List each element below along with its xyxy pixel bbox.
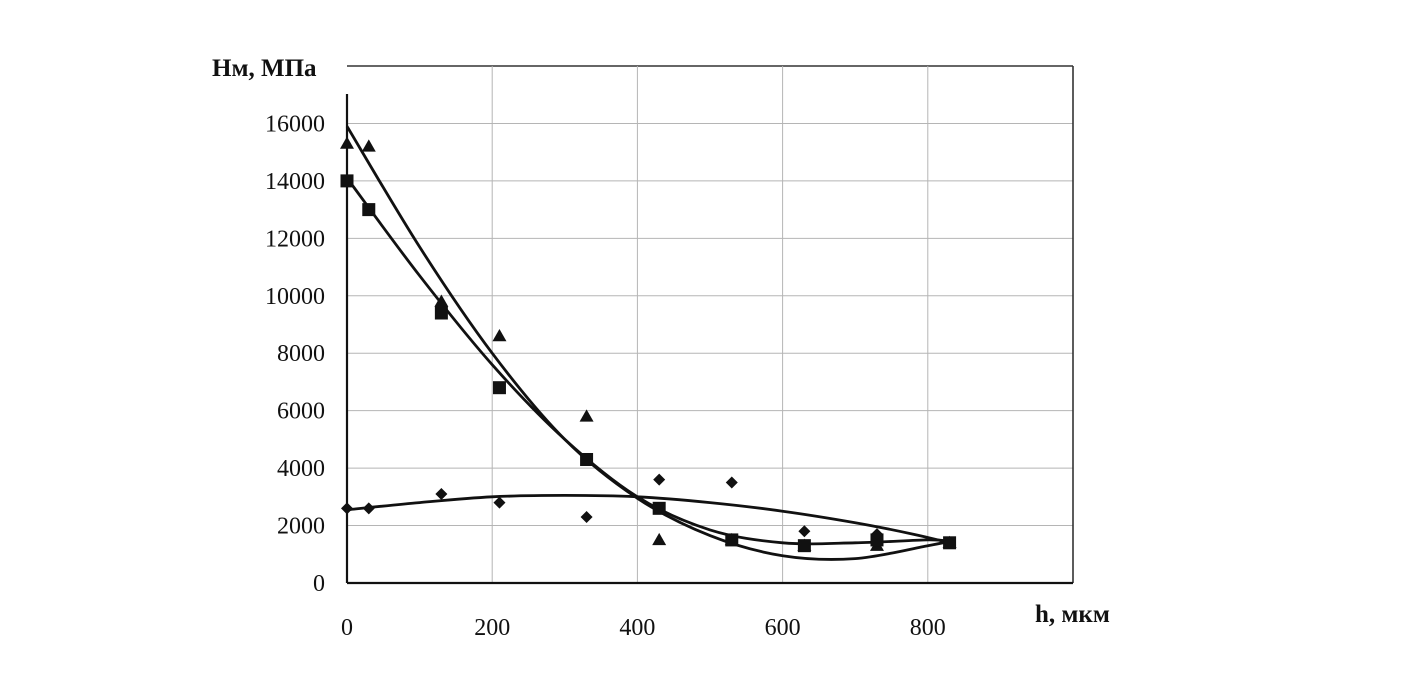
data-point-diamond	[725, 476, 738, 489]
y-tick-label: 2000	[277, 514, 325, 540]
x-tick-label: 600	[765, 615, 801, 641]
x-tick-label: 400	[619, 615, 655, 641]
data-point-triangle	[579, 409, 594, 422]
y-tick-label: 10000	[265, 284, 325, 310]
y-tick-label: 8000	[277, 341, 325, 367]
y-tick-label: 6000	[277, 399, 325, 425]
data-point-square	[340, 174, 354, 188]
data-point-diamond	[493, 496, 506, 509]
data-point-diamond	[341, 502, 353, 515]
trend-line-diamond	[346, 493, 950, 545]
data-point-diamond	[435, 487, 448, 500]
data-point-square	[652, 501, 666, 515]
data-point-diamond	[653, 473, 666, 486]
data-point-square	[434, 306, 448, 320]
trend-line-square	[345, 177, 950, 546]
data-point-square	[492, 381, 506, 395]
grid-lines	[347, 65, 1074, 583]
data-point-diamond	[362, 502, 375, 515]
y-axis-label: Нм, МПа	[212, 55, 317, 82]
data-point-triangle	[652, 532, 667, 546]
data-point-diamond	[870, 528, 883, 541]
data-point-diamond	[798, 525, 811, 538]
y-tick-label: 14000	[265, 169, 325, 195]
data-point-triangle	[434, 294, 449, 307]
data-point-square	[362, 203, 376, 217]
data-point-square	[580, 452, 594, 466]
data-point-triangle	[492, 328, 507, 342]
x-tick-label: 200	[474, 615, 510, 641]
x-axis-label: h, мкм	[1035, 601, 1110, 628]
y-tick-label: 16000	[265, 111, 325, 137]
y-tick-label: 0	[313, 571, 325, 597]
y-tick-label: 12000	[265, 226, 325, 252]
data-point-diamond	[943, 536, 956, 549]
axes	[345, 94, 1073, 585]
data-point-square	[797, 539, 811, 553]
data-point-triangle	[340, 136, 354, 149]
x-tick-label: 0	[341, 615, 353, 641]
y-tick-label: 4000	[277, 456, 325, 482]
data-points	[340, 136, 957, 553]
data-point-diamond	[580, 510, 593, 523]
tick-labels: 0 2000 4000 6000 8000 10000 12000 14000 16000 0 20…	[265, 111, 946, 641]
x-tick-label: 800	[910, 615, 946, 641]
data-point-triangle	[361, 139, 376, 152]
data-point-square	[725, 533, 739, 547]
